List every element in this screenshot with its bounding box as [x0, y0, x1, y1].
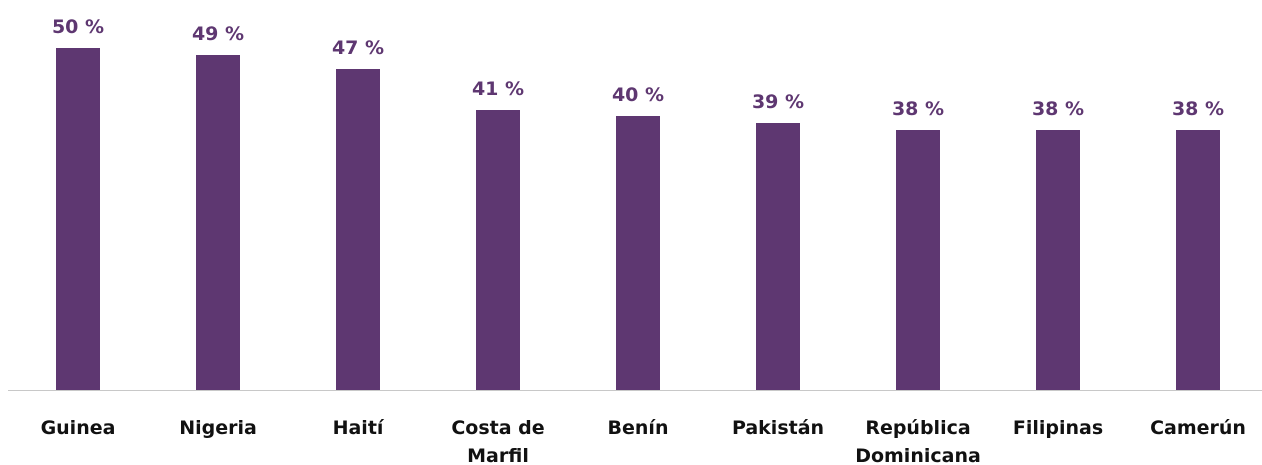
bar [336, 68, 380, 390]
bar [616, 116, 660, 390]
baseline [8, 390, 1262, 391]
value-label: 40 % [611, 84, 665, 107]
value-label: 50 % [51, 16, 105, 38]
category-label: Costa de Marfil [451, 417, 545, 465]
category-label: Guinea [40, 417, 116, 439]
bar [756, 123, 800, 390]
category-label: Filipinas [1012, 417, 1104, 439]
value-label: 41 % [471, 77, 525, 100]
category-label: Camerún [1150, 417, 1246, 439]
bar [896, 130, 940, 390]
value-label: 38 % [1171, 98, 1225, 121]
category-label: Nigeria [179, 417, 257, 439]
value-label: 49 % [191, 22, 245, 45]
bar [1176, 130, 1220, 390]
category-label: Pakistán [731, 417, 825, 439]
value-label: 38 % [1031, 98, 1085, 121]
bar [56, 48, 100, 390]
bar [196, 54, 240, 390]
category-label: Benín [607, 417, 669, 439]
value-label: 47 % [331, 36, 385, 59]
bar [1036, 130, 1080, 390]
category-label: Haití [332, 417, 384, 439]
value-label: 39 % [751, 91, 805, 114]
value-label: 38 % [891, 98, 945, 121]
category-label: República Dominicana [855, 417, 981, 465]
bar [476, 109, 520, 390]
